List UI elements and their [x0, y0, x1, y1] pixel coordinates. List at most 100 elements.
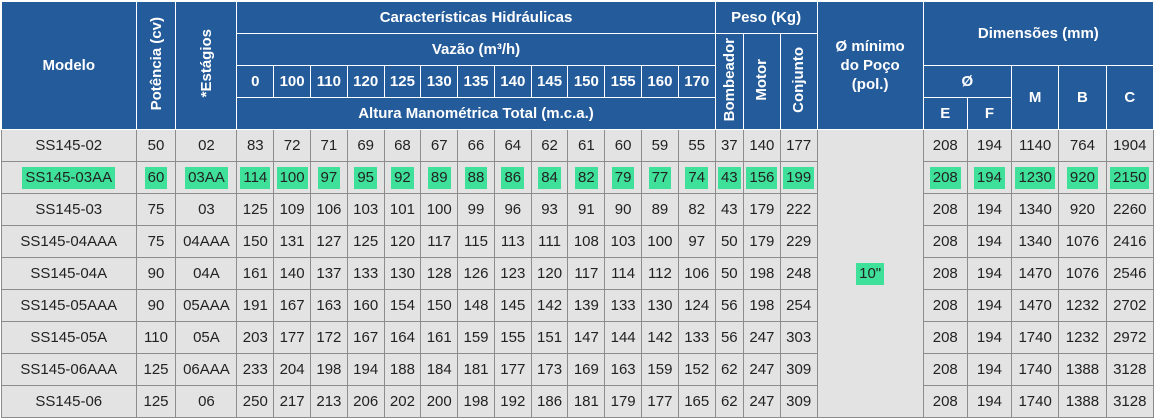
cell-e: 208 — [922, 225, 968, 258]
cell-m: 1470 — [1010, 257, 1060, 290]
cell-head: 191 — [236, 289, 275, 322]
header-potencia: Potência (cv) — [135, 1, 177, 130]
cell-head: 161 — [236, 257, 275, 290]
cell-head: 114 — [236, 161, 275, 194]
cell-head: 145 — [493, 289, 532, 322]
cell-conjunto: 177 — [779, 129, 818, 162]
header-flow-140: 140 — [493, 65, 532, 98]
cell-head: 198 — [309, 353, 348, 386]
cell-motor: 247 — [742, 353, 781, 386]
header-potencia-label: Potência (cv) — [147, 16, 165, 111]
cell-head-highlight: 79 — [611, 166, 635, 189]
cell-head: 86 — [493, 161, 532, 194]
cell-head: 93 — [530, 193, 569, 226]
cell-conjunto: 229 — [779, 225, 818, 258]
header-c: C — [1105, 65, 1155, 130]
header-b: B — [1058, 65, 1107, 130]
cell-c: 3128 — [1105, 353, 1155, 386]
cell-head: 133 — [346, 257, 385, 290]
cell-modelo: SS145-05A — [1, 321, 137, 354]
header-altura: Altura Manométrica Total (m.c.a.) — [236, 97, 716, 130]
header-f: F — [966, 97, 1012, 130]
cell-e: 208 — [922, 129, 968, 162]
cell-head: 128 — [420, 257, 459, 290]
cell-head: 59 — [641, 129, 679, 162]
cell-head: 100 — [420, 193, 459, 226]
header-e: E — [922, 97, 968, 130]
cell-modelo: SS145-02 — [1, 129, 137, 162]
cell-head: 90 — [604, 193, 643, 226]
header-modelo: Modelo — [1, 1, 137, 130]
cell-f: 194 — [966, 225, 1012, 258]
cell-potencia: 75 — [135, 225, 177, 258]
cell-head-highlight: 88 — [464, 166, 488, 189]
header-poco: Ø mínimo do Poço (pol.) — [816, 1, 924, 130]
cell-head: 154 — [383, 289, 422, 322]
cell-b-highlight: 920 — [1066, 166, 1098, 189]
cell-head: 71 — [309, 129, 348, 162]
cell-head: 202 — [383, 385, 422, 418]
cell-head: 159 — [457, 321, 495, 354]
cell-head: 55 — [677, 129, 716, 162]
cell-f: 194 — [966, 385, 1012, 418]
cell-head: 97 — [677, 225, 716, 258]
cell-head: 61 — [567, 129, 606, 162]
cell-head: 109 — [273, 193, 311, 226]
cell-head: 130 — [641, 289, 679, 322]
cell-head: 200 — [420, 385, 459, 418]
cell-head-highlight: 82 — [575, 166, 598, 189]
cell-motor: 156 — [742, 161, 781, 194]
cell-e: 208 — [922, 257, 968, 290]
cell-head: 173 — [530, 353, 569, 386]
header-poco-line3: (pol.) — [851, 76, 889, 93]
cell-head: 150 — [236, 225, 275, 258]
cell-b: 1076 — [1058, 225, 1107, 258]
cell-head: 69 — [346, 129, 385, 162]
cell-motor: 247 — [742, 385, 781, 418]
cell-head: 62 — [530, 129, 569, 162]
cell-head: 106 — [309, 193, 348, 226]
cell-head: 108 — [567, 225, 606, 258]
cell-head: 163 — [309, 289, 348, 322]
cell-f: 194 — [966, 353, 1012, 386]
cell-modelo-highlight: SS145-03AA — [22, 166, 116, 189]
cell-head: 160 — [346, 289, 385, 322]
cell-bombeador: 43 — [714, 193, 744, 226]
header-bombeador-label: Bombeador — [720, 37, 738, 122]
cell-head: 217 — [273, 385, 311, 418]
cell-head: 95 — [346, 161, 385, 194]
cell-head: 163 — [604, 353, 643, 386]
cell-c-highlight: 2150 — [1110, 166, 1150, 189]
cell-e: 208 — [922, 161, 968, 194]
cell-bombeador: 50 — [714, 225, 744, 258]
header-flow-170: 170 — [677, 65, 716, 98]
cell-head-highlight: 86 — [501, 166, 525, 189]
header-flow-110: 110 — [309, 65, 348, 98]
cell-head: 192 — [493, 385, 532, 418]
cell-c: 2150 — [1105, 161, 1155, 194]
cell-conjunto: 309 — [779, 385, 818, 418]
cell-estagios: 05AAA — [175, 289, 238, 322]
cell-head-highlight: 84 — [538, 166, 561, 189]
cell-head-highlight: 89 — [427, 166, 451, 189]
header-vazao-label: Vazão (m³/h) — [431, 41, 521, 58]
cell-head: 88 — [457, 161, 495, 194]
table-row: SS145-03 75 03 125 109 106 103 101 100 99 96 93 91 90… — [1, 193, 1155, 226]
cell-potencia: 125 — [135, 353, 177, 386]
cell-head: 96 — [493, 193, 532, 226]
cell-head: 125 — [236, 193, 275, 226]
cell-potencia: 90 — [135, 289, 177, 322]
header-flow-145: 145 — [530, 65, 569, 98]
cell-potencia: 110 — [135, 321, 177, 354]
cell-motor: 140 — [742, 129, 781, 162]
cell-head: 186 — [530, 385, 569, 418]
header-flow-120: 120 — [346, 65, 385, 98]
cell-b: 1388 — [1058, 353, 1107, 386]
cell-bombeador: 62 — [714, 385, 744, 418]
header-estagios-label: *Estágios — [197, 29, 215, 98]
cell-bombeador-highlight: 43 — [717, 166, 741, 189]
cell-f: 194 — [966, 161, 1012, 194]
cell-head: 112 — [641, 257, 679, 290]
header-diam: Ø — [922, 65, 1012, 98]
cell-estagios: 04A — [175, 257, 238, 290]
